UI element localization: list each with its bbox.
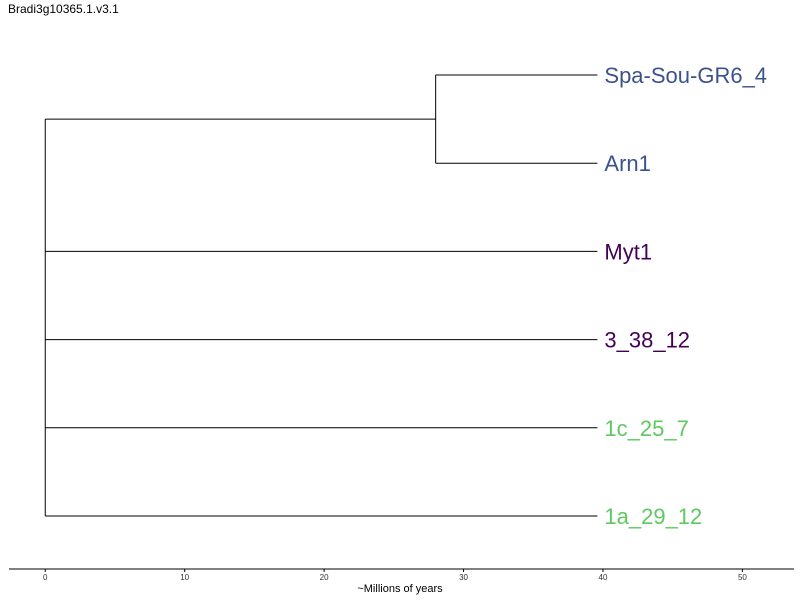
tip-label: Spa-Sou-GR6_4: [604, 63, 767, 88]
x-axis-tick-label: 20: [320, 573, 329, 582]
x-axis-title: ~Millions of years: [357, 583, 443, 595]
tip-label: Myt1: [604, 239, 652, 264]
x-axis-tick-label: 0: [43, 573, 48, 582]
tip-label: 3_38_12: [604, 328, 690, 353]
x-axis-tick-label: 50: [738, 573, 747, 582]
tip-label: 1c_25_7: [604, 416, 688, 441]
tip-label: Arn1: [604, 151, 650, 176]
tip-label: 1a_29_12: [604, 504, 702, 529]
x-axis-tick-label: 10: [180, 573, 189, 582]
x-axis-tick-label: 40: [599, 573, 608, 582]
figure-title: Bradi3g10365.1.v3.1: [8, 2, 119, 16]
x-axis-tick-label: 30: [459, 573, 468, 582]
